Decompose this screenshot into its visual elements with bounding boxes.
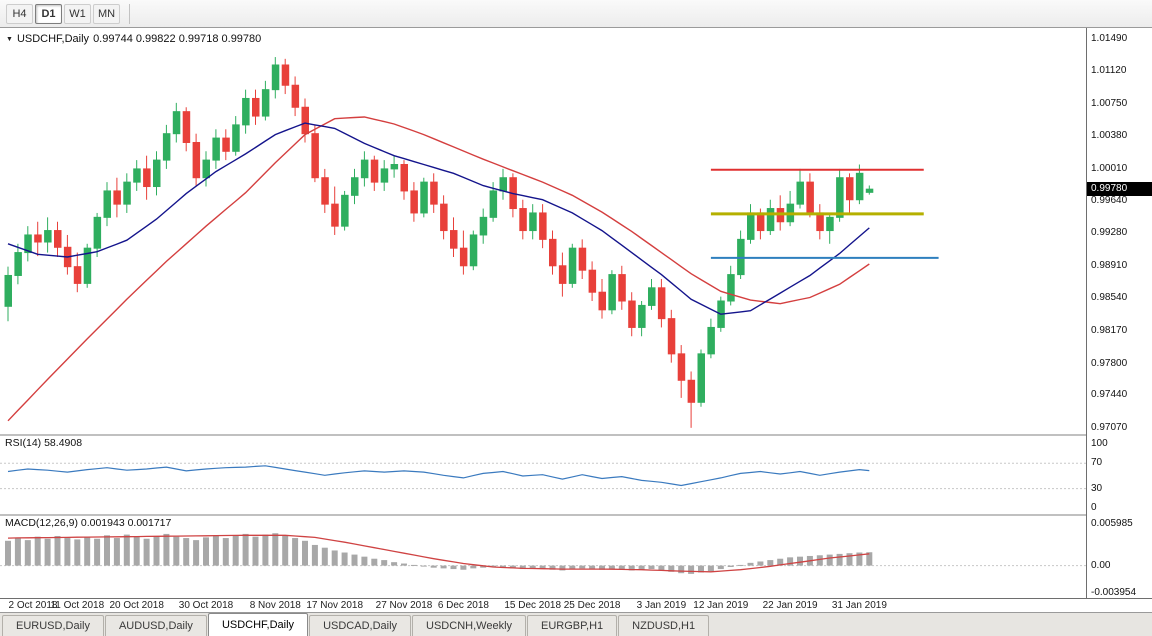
candles-layer <box>4 57 874 428</box>
chart-tab-eurusd[interactable]: EURUSD,Daily <box>2 615 104 636</box>
toolbar-separator <box>129 3 130 24</box>
axis-label: 30 <box>1091 482 1103 494</box>
slow-ma-line <box>7 116 870 422</box>
timeframe-button-group: H4 D1 W1 MN <box>6 3 120 24</box>
axis-label: -0.003954 <box>1091 586 1137 598</box>
axis-label: 0.005985 <box>1091 518 1133 530</box>
chart-tab-usdchf[interactable]: USDCHF,Daily <box>207 613 309 636</box>
axis-label: 1.00380 <box>1091 130 1128 142</box>
chart-ohlc-values: 0.99744 0.99822 0.99718 0.99780 <box>93 33 262 45</box>
axis-label: 0.97070 <box>1091 421 1128 433</box>
date-label: 31 Jan 2019 <box>831 600 887 611</box>
chart-tab-eurgbp[interactable]: EURGBP,H1 <box>527 615 618 636</box>
rsi-line <box>7 465 870 487</box>
axis-label: 0.97440 <box>1091 389 1128 401</box>
time-axis[interactable]: 2 Oct 2018 11 Oct 2018 20 Oct 2018 30 Oct 2… <box>0 598 1152 612</box>
axis-label: 0.99640 <box>1091 195 1128 207</box>
rsi-indicator-label: RSI(14) 58.4908 <box>5 437 83 449</box>
fast-ma-line <box>7 122 870 315</box>
date-label: 25 Dec 2018 <box>563 600 621 611</box>
axis-label: 1.00010 <box>1091 162 1128 174</box>
date-label: 2 Oct 2018 <box>8 600 58 611</box>
timeframe-d1-button[interactable]: D1 <box>35 3 62 24</box>
macd-histogram <box>5 533 873 574</box>
date-label: 30 Oct 2018 <box>178 600 234 611</box>
date-label: 11 Oct 2018 <box>50 600 105 611</box>
timeframe-toolbar: H4 D1 W1 MN <box>0 0 1152 28</box>
axis-label: 0.00 <box>1091 559 1111 571</box>
date-label: 22 Jan 2019 <box>762 600 818 611</box>
chart-tab-usdcnh[interactable]: USDCNH,Weekly <box>412 615 527 636</box>
axis-label: 0.97800 <box>1091 357 1128 369</box>
axis-label: 0.98910 <box>1091 259 1128 271</box>
axis-label: 1.00750 <box>1091 97 1128 109</box>
chart-tab-nzdusd[interactable]: NZDUSD,H1 <box>618 615 710 636</box>
chart-tab-audusd[interactable]: AUDUSD,Daily <box>104 615 207 636</box>
timeframe-mn-button[interactable]: MN <box>93 3 120 24</box>
axis-label: 0.98540 <box>1091 292 1128 304</box>
chart-canvas[interactable] <box>0 28 1086 598</box>
axis-label: 1.01120 <box>1091 65 1127 77</box>
timeframe-h4-button[interactable]: H4 <box>6 3 33 24</box>
date-label: 15 Dec 2018 <box>504 600 562 611</box>
date-label: 6 Dec 2018 <box>437 600 489 611</box>
axis-label: 0 <box>1091 501 1097 513</box>
chart-tab-usdcad[interactable]: USDCAD,Daily <box>309 615 412 636</box>
date-label: 27 Nov 2018 <box>375 600 433 611</box>
chart-title: ▼ USDCHF,Daily 0.99744 0.99822 0.99718 0… <box>6 33 261 45</box>
current-price-tag: 0.99780 <box>1087 182 1152 197</box>
chart-window[interactable]: ▼ USDCHF,Daily 0.99744 0.99822 0.99718 0… <box>0 28 1152 612</box>
date-label: 8 Nov 2018 <box>249 600 301 611</box>
date-label: 17 Nov 2018 <box>306 600 364 611</box>
macd-indicator-label: MACD(12,26,9) 0.001943 0.001717 <box>5 517 172 529</box>
timeframe-w1-button[interactable]: W1 <box>64 3 91 24</box>
date-label: 20 Oct 2018 <box>109 600 164 611</box>
axis-label: 0.98170 <box>1091 324 1128 336</box>
axis-label: 0.99280 <box>1091 227 1128 239</box>
chart-symbol-period: USDCHF,Daily <box>16 33 90 45</box>
chart-tabs-bar: EURUSD,Daily AUDUSD,Daily USDCHF,Daily USDC… <box>0 612 1152 636</box>
chevron-down-icon[interactable]: ▼ <box>6 36 13 43</box>
macd-signal-line <box>7 534 870 573</box>
axis-label: 100 <box>1091 438 1108 450</box>
date-label: 12 Jan 2019 <box>693 600 749 611</box>
price-axis[interactable]: 1.01490 1.01120 1.00750 1.00380 1.00010 0.996… <box>1086 28 1152 598</box>
axis-label: 70 <box>1091 457 1103 469</box>
date-label: 3 Jan 2019 <box>636 600 687 611</box>
axis-label: 1.01490 <box>1091 32 1128 44</box>
